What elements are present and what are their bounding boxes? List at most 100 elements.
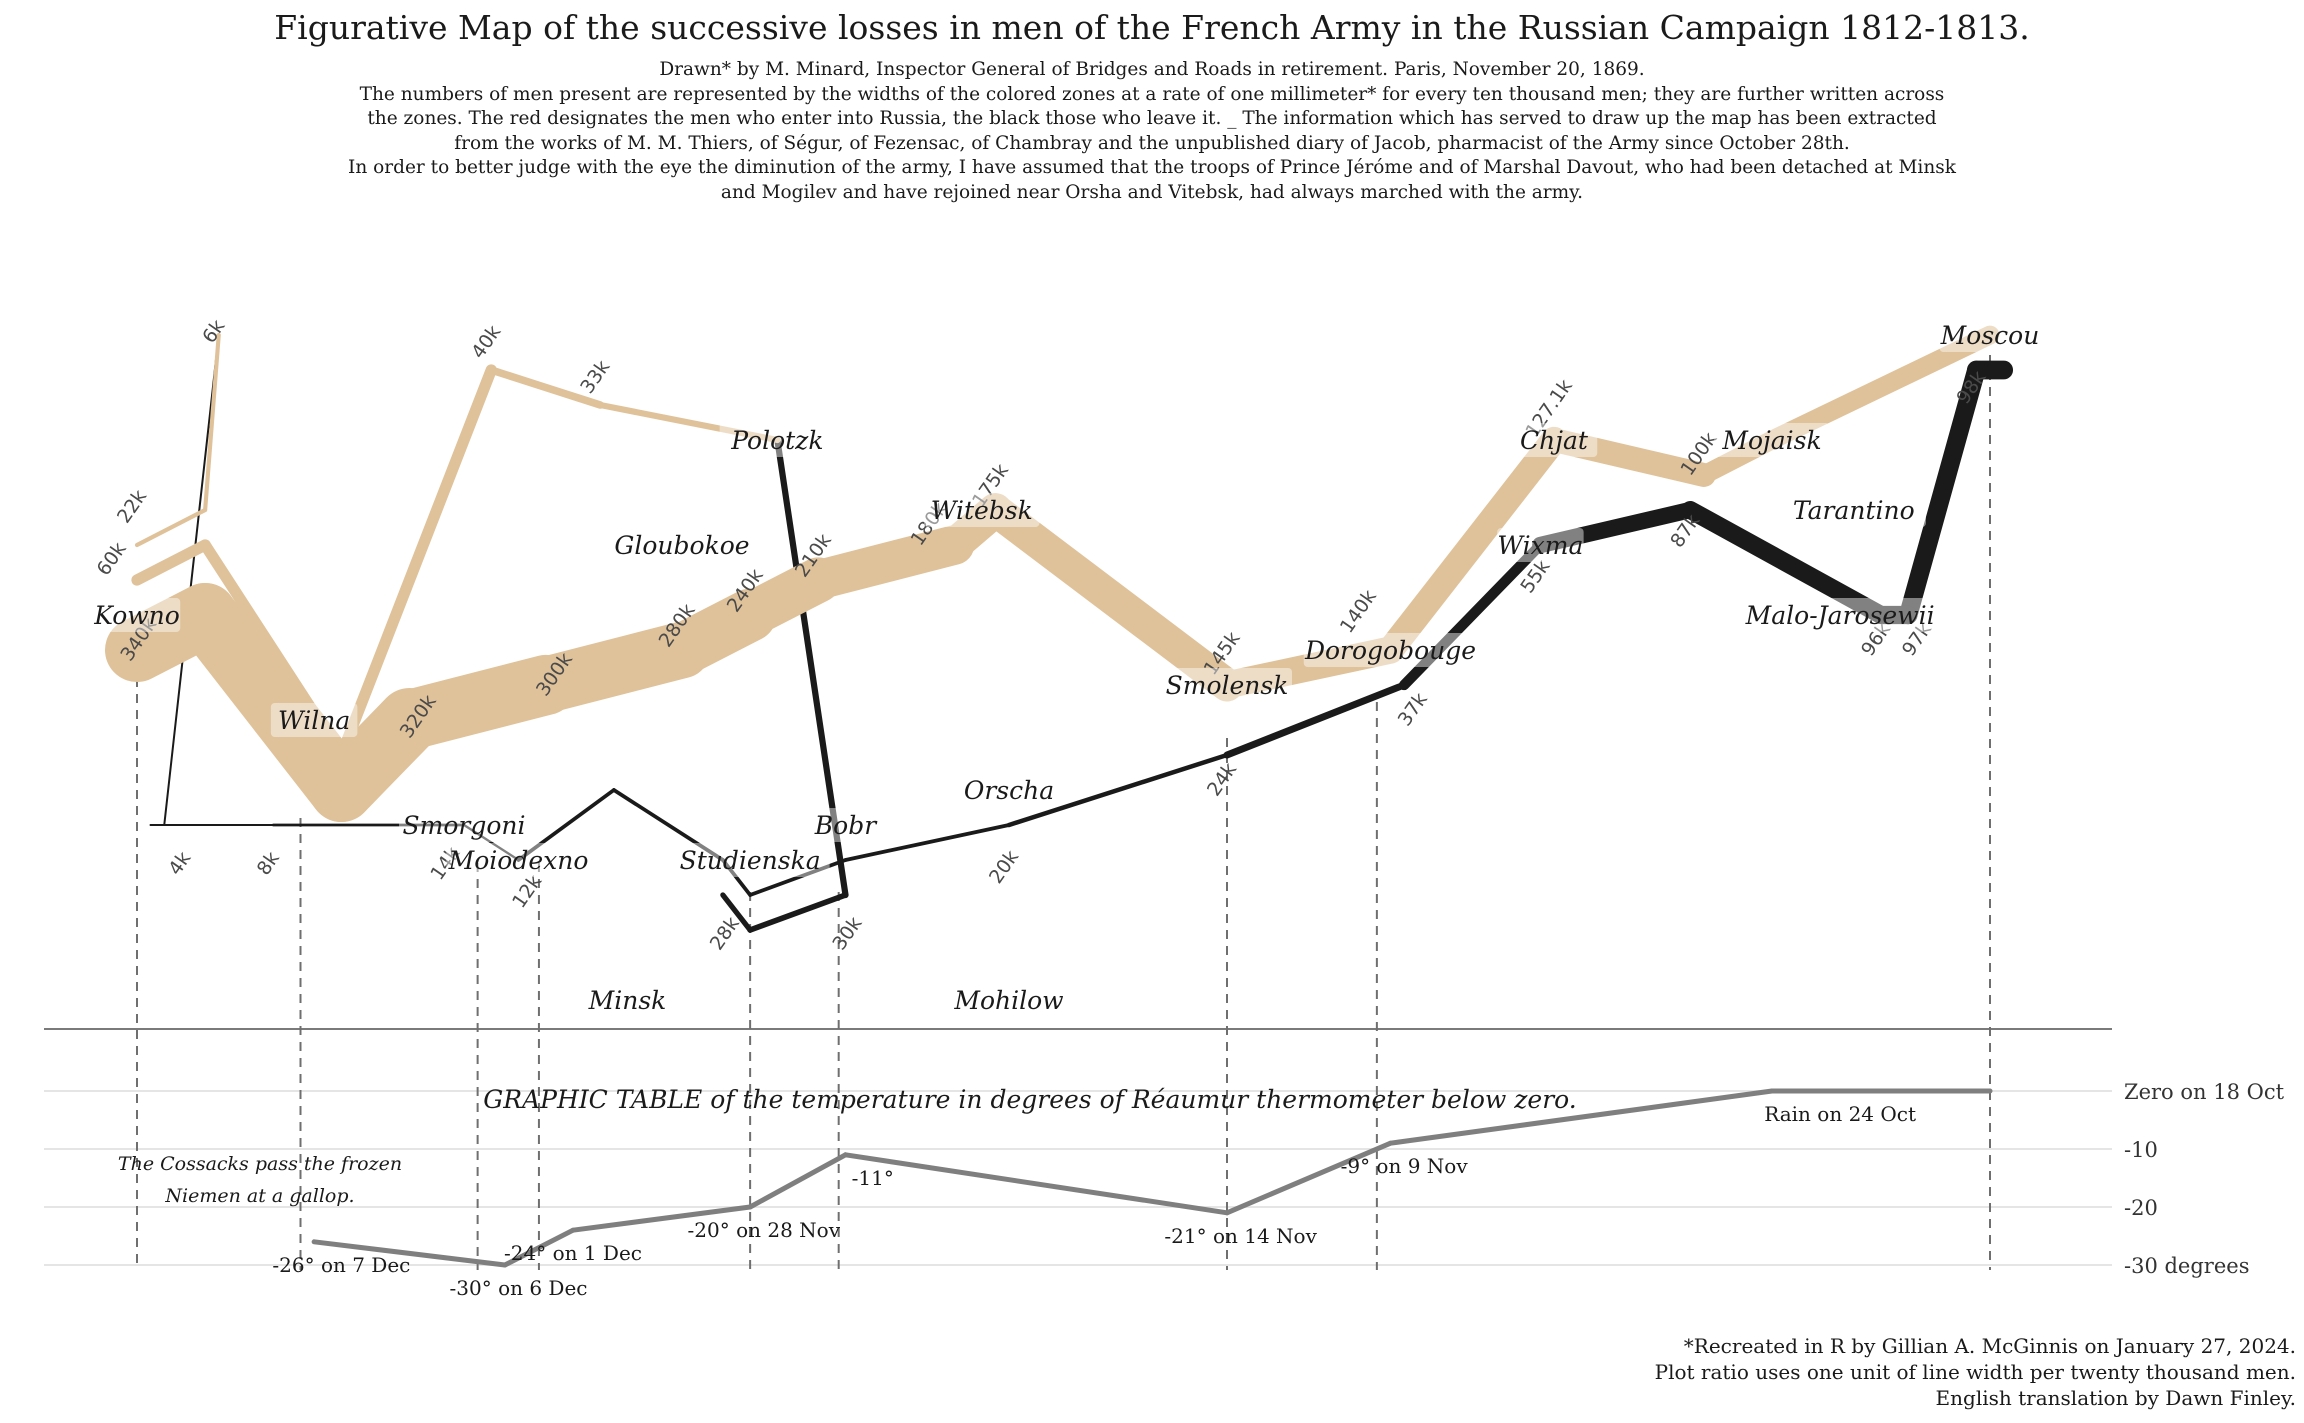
city-label-bg — [399, 808, 529, 842]
survivor-label: 24k — [1203, 759, 1241, 800]
caption-block: *Recreated in R by Gillian A. McGinnis o… — [1655, 1333, 2296, 1411]
city-label-bg — [1497, 528, 1584, 562]
temperature-segment — [502, 1227, 576, 1268]
city-label: Wilna — [278, 706, 350, 735]
survivor-label: 140k — [1336, 586, 1381, 637]
temperature-tick-label: -20 — [2124, 1196, 2158, 1220]
temperature-segment — [570, 1204, 753, 1233]
survivor-label: 60k — [93, 538, 131, 579]
temperature-point-label: -20° on 28 Nov — [688, 1218, 841, 1242]
retreat-segment — [748, 858, 848, 897]
retreat-segment — [720, 892, 753, 933]
city-label: Chjat — [1520, 426, 1589, 455]
temperature-segment — [1388, 1088, 1775, 1146]
temperature-tick-label: -30 degrees — [2124, 1254, 2249, 1278]
temperature-point-label: -30° on 6 Dec — [450, 1276, 588, 1300]
city-label: Moiodexno — [448, 846, 589, 875]
temperature-segment — [747, 1152, 848, 1210]
advance-segment — [134, 507, 208, 548]
retreat-segment — [843, 823, 1011, 862]
city-label: Dorogobouge — [1304, 636, 1476, 665]
survivor-label: 6k — [198, 316, 229, 348]
survivor-label: 12k — [508, 871, 546, 912]
survivor-label: 20k — [985, 846, 1023, 887]
city-label-bg — [1731, 598, 1949, 632]
city-label-bg — [1939, 318, 2041, 352]
temperature-point-label: -9° on 9 Nov — [1341, 1154, 1469, 1178]
retreat-segment — [163, 334, 220, 826]
survivor-label: 40k — [467, 321, 505, 362]
city-label-bg — [719, 423, 836, 457]
city-label-bg — [958, 773, 1060, 807]
temperature-segment — [1224, 1140, 1393, 1216]
temperature-point-label: -21° on 14 Nov — [1164, 1224, 1317, 1248]
retreat-segment — [1398, 539, 1546, 691]
advance-segment — [487, 366, 605, 409]
cossacks-annotation: The Cossacks pass the frozen — [118, 1153, 402, 1175]
page-title: Figurative Map of the successive losses … — [274, 8, 2030, 47]
cossacks-annotation: Niemen at a gallop. — [164, 1185, 354, 1207]
city-label-bg — [1714, 423, 1830, 457]
city-label: Wixma — [1497, 531, 1583, 560]
city-label-bg — [809, 808, 882, 842]
city-label: Polotzk — [730, 426, 823, 455]
retreat-segment — [611, 788, 725, 862]
temperature-tick-label: Zero on 18 Oct — [2124, 1080, 2285, 1104]
retreat-segment — [462, 823, 520, 862]
drop-lines — [136, 355, 1991, 1270]
city-label-bg — [584, 983, 671, 1017]
subtitle-line: from the works of M. M. Thiers, of Ségur… — [454, 132, 1850, 154]
temperature-tick-label: -10 — [2124, 1138, 2158, 1162]
subtitle-line: the zones. The red designates the men wh… — [367, 108, 1937, 129]
city-label-bg — [1162, 668, 1292, 702]
city-label-bg — [1781, 493, 1926, 527]
subtitle-line: and Mogilev and have rejoined near Orsha… — [720, 181, 1584, 203]
subtitle-line: The numbers of men present are represent… — [359, 83, 1945, 105]
city-label-bg — [446, 843, 591, 877]
survivor-label: 37k — [1394, 689, 1432, 730]
caption-line: Plot ratio uses one unit of line width p… — [1654, 1360, 2296, 1384]
advance-segment — [1377, 426, 1568, 664]
retreat-segment — [1681, 500, 1891, 625]
advance-segment — [1542, 428, 1716, 487]
temperature-point-label: -26° on 7 Dec — [272, 1253, 410, 1277]
survivor-label: 22k — [113, 486, 151, 527]
city-label-bg — [270, 703, 358, 737]
retreat-segment — [720, 858, 753, 897]
city-label: Witebsk — [931, 496, 1033, 525]
retreat-segment — [516, 788, 616, 862]
temperature-point-label: -24° on 1 Dec — [504, 1241, 642, 1265]
survivor-label: 28k — [706, 913, 744, 954]
retreat-segment — [1006, 752, 1230, 828]
advance-segment — [173, 583, 374, 822]
retreat-segment — [774, 436, 849, 899]
city-label: Bobr — [814, 811, 878, 840]
city-label: Mojaisk — [1721, 426, 1821, 455]
subtitle-line: In order to better judge with the eye th… — [348, 157, 1956, 178]
survivor-label: 30k — [828, 913, 866, 954]
temperature-segment — [311, 1239, 508, 1268]
city-label: Orscha — [964, 776, 1054, 805]
temperature-series: Rain on 24 Oct -9° on 9 Nov -21° on 14 Nov… — [272, 1088, 1993, 1300]
city-label-bg — [924, 493, 1040, 527]
city-label: Tarantino — [1793, 496, 1915, 525]
survivor-label: 8k — [253, 848, 284, 880]
retreat-segment — [1223, 681, 1408, 759]
retreat-segment — [1899, 360, 1986, 625]
city-label: Moscou — [1940, 321, 2040, 350]
city-label: Smolensk — [1166, 671, 1289, 700]
survivor-label: 4k — [164, 848, 195, 880]
city-label-bg — [609, 528, 755, 562]
advance-segment — [978, 493, 1244, 702]
retreat-segment — [1532, 501, 1699, 554]
advance-segment — [335, 364, 497, 761]
city-label-bg — [1303, 633, 1478, 667]
city-label: Kowno — [93, 601, 180, 630]
city-label-bg — [1510, 423, 1598, 457]
advance-segment — [597, 401, 781, 444]
city-label: Studienska — [680, 846, 821, 875]
city-label-bg — [93, 598, 181, 632]
city-label: Smorgoni — [403, 811, 526, 840]
city-label: Mohilow — [953, 986, 1063, 1015]
